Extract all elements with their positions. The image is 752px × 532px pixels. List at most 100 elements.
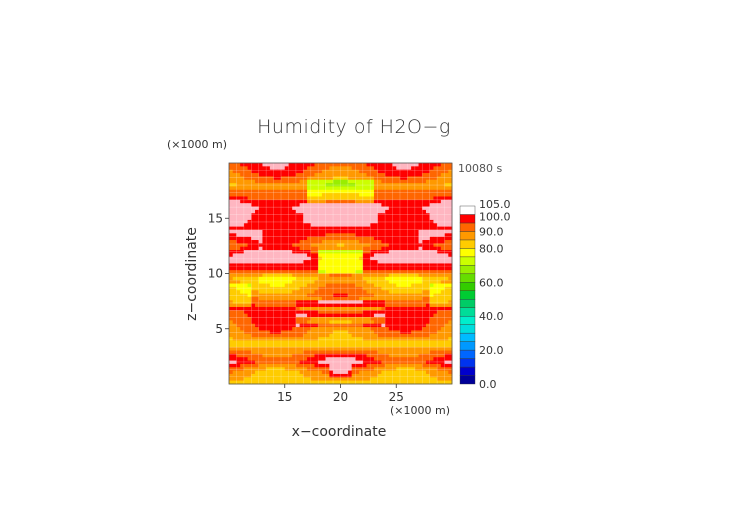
heatmap-cell (314, 327, 319, 331)
heatmap-cell (318, 256, 323, 261)
heatmap-cell (344, 260, 349, 264)
heatmap-cell (340, 253, 345, 258)
heatmap-cell (362, 343, 367, 348)
heatmap-cell (399, 370, 405, 375)
heatmap-cell (295, 199, 301, 204)
heatmap-cell (351, 216, 356, 221)
heatmap-cell (377, 337, 382, 341)
heatmap-cell (437, 260, 442, 264)
heatmap-cell (351, 246, 356, 251)
heatmap-cell (262, 229, 267, 234)
heatmap-cell (392, 370, 397, 375)
heatmap-cell (433, 337, 438, 341)
heatmap-cell (440, 223, 445, 228)
heatmap-cell (429, 283, 434, 288)
heatmap-cell (429, 236, 434, 241)
heatmap-cell (295, 240, 301, 244)
heatmap-cell (325, 303, 330, 308)
heatmap-cell (303, 163, 308, 167)
heatmap-cell (284, 340, 289, 345)
heatmap-cell (433, 323, 438, 328)
heatmap-cell (362, 263, 367, 268)
heatmap-cell (336, 323, 341, 328)
heatmap-cell (433, 296, 438, 301)
heatmap-cell (229, 263, 234, 268)
heatmap-cell (307, 256, 312, 261)
heatmap-cell (448, 327, 453, 331)
heatmap-cell (307, 300, 312, 305)
heatmap-cell (355, 240, 360, 244)
heatmap-cell (247, 256, 252, 261)
heatmap-cell (258, 199, 263, 204)
heatmap-cell (370, 226, 375, 231)
heatmap-cell (314, 169, 319, 174)
heatmap-cell (388, 243, 393, 248)
heatmap-cell (307, 173, 312, 177)
heatmap-cell (273, 270, 278, 274)
heatmap-cell (333, 229, 338, 234)
heatmap-cell (377, 193, 382, 197)
heatmap-cell (284, 276, 289, 281)
heatmap-cell (288, 173, 293, 177)
heatmap-cell (407, 219, 412, 224)
heatmap-cell (422, 303, 427, 308)
heatmap-cell (318, 183, 323, 187)
heatmap-cell (385, 363, 390, 368)
heatmap-cell (362, 166, 367, 171)
heatmap-cell (247, 250, 252, 254)
heatmap-cell (425, 179, 431, 184)
heatmap-cell (307, 183, 312, 187)
heatmap-cell (359, 380, 364, 385)
heatmap-cell (385, 317, 390, 321)
heatmap-cell (411, 347, 416, 351)
heatmap-cell (351, 209, 356, 214)
heatmap-cell (448, 240, 453, 244)
heatmap-cell (392, 219, 397, 224)
heatmap-cell (284, 196, 289, 201)
heatmap-cell (277, 300, 282, 305)
heatmap-cell (262, 363, 267, 368)
heatmap-cell (418, 293, 423, 298)
heatmap-cell (255, 206, 260, 211)
heatmap-cell (392, 286, 397, 291)
heatmap-cell (418, 370, 423, 375)
heatmap-cell (299, 209, 304, 214)
heatmap-cell (255, 340, 260, 345)
heatmap-cell (396, 327, 401, 331)
heatmap-cell (281, 223, 286, 228)
heatmap-cell (333, 236, 338, 241)
heatmap-cell (381, 310, 386, 315)
heatmap-cell (422, 377, 427, 382)
heatmap-cell (232, 290, 237, 294)
heatmap-cell (266, 209, 271, 214)
x-tick-label: 25 (389, 390, 404, 404)
heatmap-cell (396, 263, 401, 268)
heatmap-cell (347, 233, 353, 238)
heatmap-cell (444, 363, 449, 368)
heatmap-cell (370, 266, 375, 271)
heatmap-cell (359, 173, 364, 177)
heatmap-cell (247, 363, 252, 368)
heatmap-cell (344, 340, 349, 345)
heatmap-cell (255, 240, 260, 244)
heatmap-cell (310, 240, 315, 244)
heatmap-cell (229, 377, 234, 382)
heatmap-cell (318, 203, 323, 207)
heatmap-cell (418, 173, 423, 177)
heatmap-cell (448, 343, 453, 348)
heatmap-cell (370, 256, 375, 261)
heatmap-cell (366, 229, 371, 234)
heatmap-cell (307, 253, 312, 258)
heatmap-cell (307, 280, 312, 284)
heatmap-cell (295, 213, 301, 217)
heatmap-cell (396, 283, 401, 288)
heatmap-cell (437, 380, 442, 385)
heatmap-cell (340, 166, 345, 171)
heatmap-cell (362, 380, 367, 385)
heatmap-cell (359, 306, 364, 311)
heatmap-cell (284, 337, 289, 341)
heatmap-cell (321, 317, 327, 321)
heatmap-cell (288, 340, 293, 345)
heatmap-cell (329, 246, 334, 251)
heatmap-cell (292, 186, 297, 191)
